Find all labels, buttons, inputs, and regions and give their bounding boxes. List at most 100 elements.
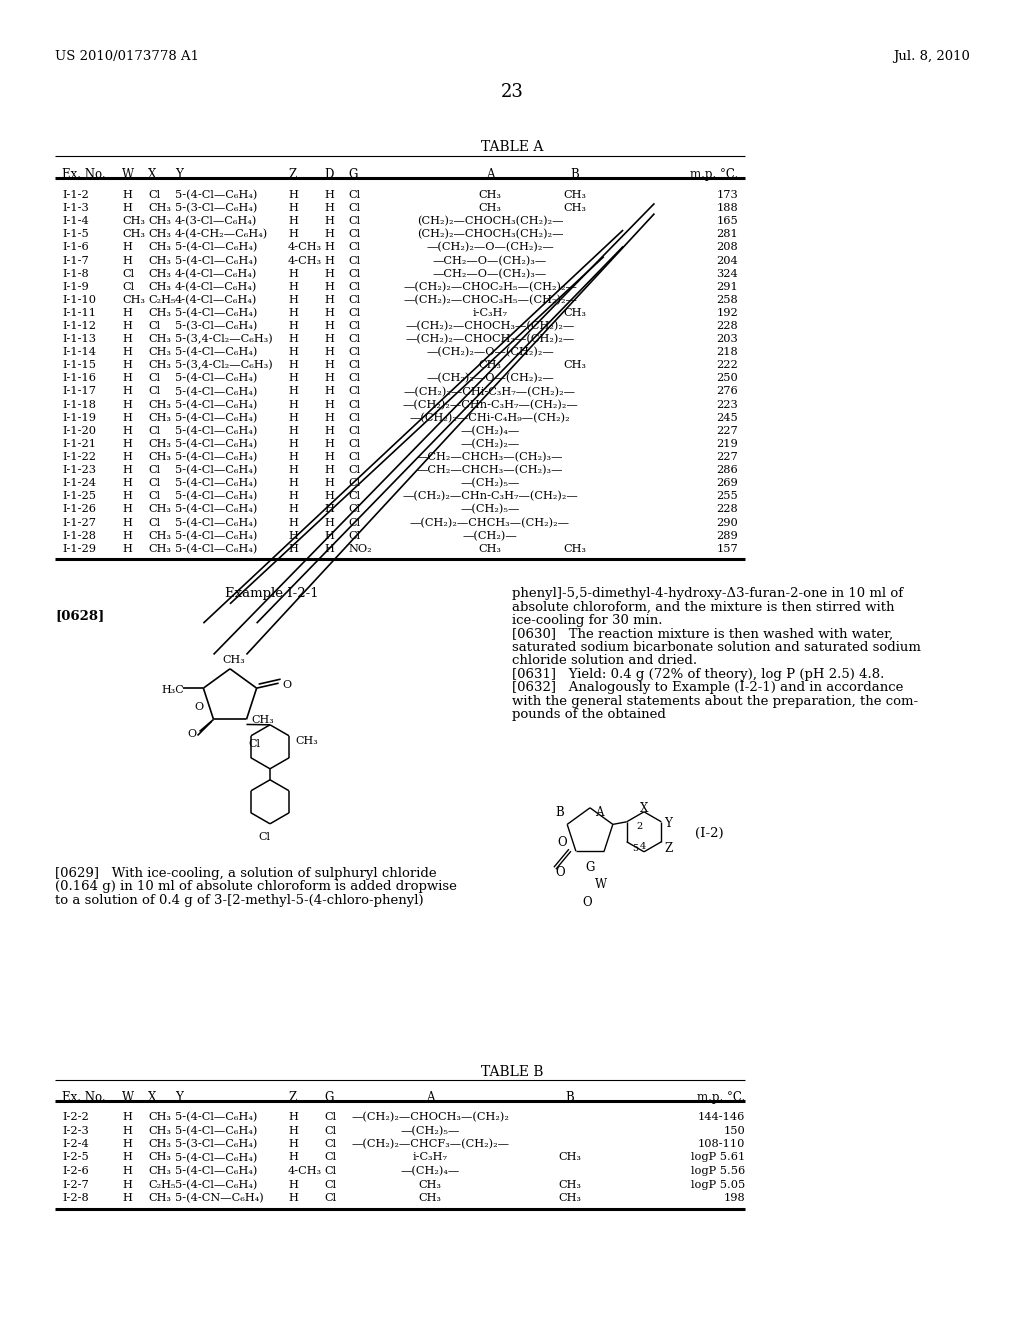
Text: Cl: Cl <box>348 478 360 488</box>
Text: TABLE B: TABLE B <box>480 1065 544 1078</box>
Text: CH₃: CH₃ <box>148 347 171 358</box>
Text: Cl: Cl <box>348 387 360 396</box>
Text: D: D <box>324 168 334 181</box>
Text: H: H <box>288 360 298 371</box>
Text: B: B <box>555 805 564 818</box>
Text: CH₃: CH₃ <box>148 438 171 449</box>
Text: 5-(4-Cl—C₆H₄): 5-(4-Cl—C₆H₄) <box>175 374 257 384</box>
Text: (I-2): (I-2) <box>695 826 724 840</box>
Text: absolute chloroform, and the mixture is then stirred with: absolute chloroform, and the mixture is … <box>512 601 895 614</box>
Text: H: H <box>324 531 334 541</box>
Text: 291: 291 <box>716 281 738 292</box>
Text: Jul. 8, 2010: Jul. 8, 2010 <box>893 50 970 63</box>
Text: —(CH₂)₂—CHCF₃—(CH₂)₂—: —(CH₂)₂—CHCF₃—(CH₂)₂— <box>351 1139 509 1150</box>
Text: 5-(4-Cl—C₆H₄): 5-(4-Cl—C₆H₄) <box>175 1166 257 1176</box>
Text: 4-(4-Cl—C₆H₄): 4-(4-Cl—C₆H₄) <box>175 294 257 305</box>
Text: CH₃: CH₃ <box>148 451 171 462</box>
Text: —(CH₂)₂—CHOCH₃—(CH₂)₂—: —(CH₂)₂—CHOCH₃—(CH₂)₂— <box>406 334 574 345</box>
Text: 245: 245 <box>716 413 738 422</box>
Text: Cl: Cl <box>348 426 360 436</box>
Text: H: H <box>288 281 298 292</box>
Text: Z: Z <box>288 1092 296 1104</box>
Text: CH₃: CH₃ <box>558 1152 582 1163</box>
Text: O: O <box>187 730 197 739</box>
Text: C₂H₅: C₂H₅ <box>148 294 176 305</box>
Text: 173: 173 <box>716 190 738 201</box>
Text: H: H <box>122 1111 132 1122</box>
Text: —(CH₂)₂—CHn-C₃H₇—(CH₂)₂—: —(CH₂)₂—CHn-C₃H₇—(CH₂)₂— <box>402 491 578 502</box>
Text: I-2-2: I-2-2 <box>62 1111 89 1122</box>
Text: H: H <box>122 438 132 449</box>
Text: X: X <box>148 1092 157 1104</box>
Text: CH₃: CH₃ <box>148 268 171 279</box>
Text: 198: 198 <box>723 1193 745 1203</box>
Text: [0631]   Yield: 0.4 g (72% of theory), log P (pH 2.5) 4.8.: [0631] Yield: 0.4 g (72% of theory), log… <box>512 668 885 681</box>
Text: CH₃: CH₃ <box>122 230 145 239</box>
Text: CH₃: CH₃ <box>558 1180 582 1189</box>
Text: CH₃: CH₃ <box>252 715 274 726</box>
Text: Cl: Cl <box>348 281 360 292</box>
Text: 5-(4-Cl—C₆H₄): 5-(4-Cl—C₆H₄) <box>175 413 257 422</box>
Text: H: H <box>122 465 132 475</box>
Text: 5-(3,4-Cl₂—C₆H₃): 5-(3,4-Cl₂—C₆H₃) <box>175 360 272 371</box>
Text: Ex. No.: Ex. No. <box>62 168 105 181</box>
Text: I-1-26: I-1-26 <box>62 504 96 515</box>
Text: 289: 289 <box>716 531 738 541</box>
Text: H: H <box>122 1166 132 1176</box>
Text: Cl: Cl <box>348 491 360 502</box>
Text: H: H <box>324 268 334 279</box>
Text: 5-(3-Cl—C₆H₄): 5-(3-Cl—C₆H₄) <box>175 321 257 331</box>
Text: H: H <box>122 1139 132 1148</box>
Text: H: H <box>288 504 298 515</box>
Text: 5-(4-Cl—C₆H₄): 5-(4-Cl—C₆H₄) <box>175 1111 257 1122</box>
Text: 286: 286 <box>716 465 738 475</box>
Text: [0629]   With ice-cooling, a solution of sulphuryl chloride: [0629] With ice-cooling, a solution of s… <box>55 867 436 880</box>
Text: 227: 227 <box>716 426 738 436</box>
Text: H: H <box>122 1126 132 1135</box>
Text: —(CH₂)₂—O—(CH₂)₂—: —(CH₂)₂—O—(CH₂)₂— <box>426 243 554 252</box>
Text: Cl: Cl <box>324 1139 336 1148</box>
Text: CH₃: CH₃ <box>148 281 171 292</box>
Text: 192: 192 <box>716 308 738 318</box>
Text: CH₃: CH₃ <box>148 1139 171 1148</box>
Text: O: O <box>555 866 564 879</box>
Text: H: H <box>288 268 298 279</box>
Text: H: H <box>288 1152 298 1163</box>
Text: H: H <box>288 387 298 396</box>
Text: 4-(3-Cl—C₆H₄): 4-(3-Cl—C₆H₄) <box>175 216 257 227</box>
Text: Cl: Cl <box>348 451 360 462</box>
Text: O: O <box>283 680 292 690</box>
Text: I-1-17: I-1-17 <box>62 387 96 396</box>
Text: 281: 281 <box>716 230 738 239</box>
Text: Z: Z <box>665 842 673 855</box>
Text: I-2-3: I-2-3 <box>62 1126 89 1135</box>
Text: Cl: Cl <box>348 294 360 305</box>
Text: 5-(4-Cl—C₆H₄): 5-(4-Cl—C₆H₄) <box>175 243 257 252</box>
Text: 228: 228 <box>716 321 738 331</box>
Text: 5-(4-Cl—C₆H₄): 5-(4-Cl—C₆H₄) <box>175 451 257 462</box>
Text: 5-(3-Cl—C₆H₄): 5-(3-Cl—C₆H₄) <box>175 1139 257 1150</box>
Text: H: H <box>288 190 298 201</box>
Text: I-1-25: I-1-25 <box>62 491 96 502</box>
Text: Cl: Cl <box>348 216 360 226</box>
Text: H₃C: H₃C <box>162 685 184 696</box>
Text: Cl: Cl <box>348 504 360 515</box>
Text: H: H <box>324 387 334 396</box>
Text: H: H <box>324 504 334 515</box>
Text: H: H <box>324 544 334 553</box>
Text: H: H <box>288 1126 298 1135</box>
Text: Cl: Cl <box>348 465 360 475</box>
Text: I-2-6: I-2-6 <box>62 1166 89 1176</box>
Text: —(CH₂)₂—CHOC₃H₅—(CH₂)₂—: —(CH₂)₂—CHOC₃H₅—(CH₂)₂— <box>403 294 577 305</box>
Text: H: H <box>122 203 132 213</box>
Text: H: H <box>324 478 334 488</box>
Text: CH₃: CH₃ <box>148 243 171 252</box>
Text: I-1-29: I-1-29 <box>62 544 96 553</box>
Text: H: H <box>288 1111 298 1122</box>
Text: Example I-2-1: Example I-2-1 <box>225 587 318 599</box>
Text: H: H <box>122 347 132 358</box>
Text: H: H <box>288 465 298 475</box>
Text: CH₃: CH₃ <box>122 216 145 226</box>
Text: I-1-6: I-1-6 <box>62 243 89 252</box>
Text: i-C₃H₇: i-C₃H₇ <box>472 308 508 318</box>
